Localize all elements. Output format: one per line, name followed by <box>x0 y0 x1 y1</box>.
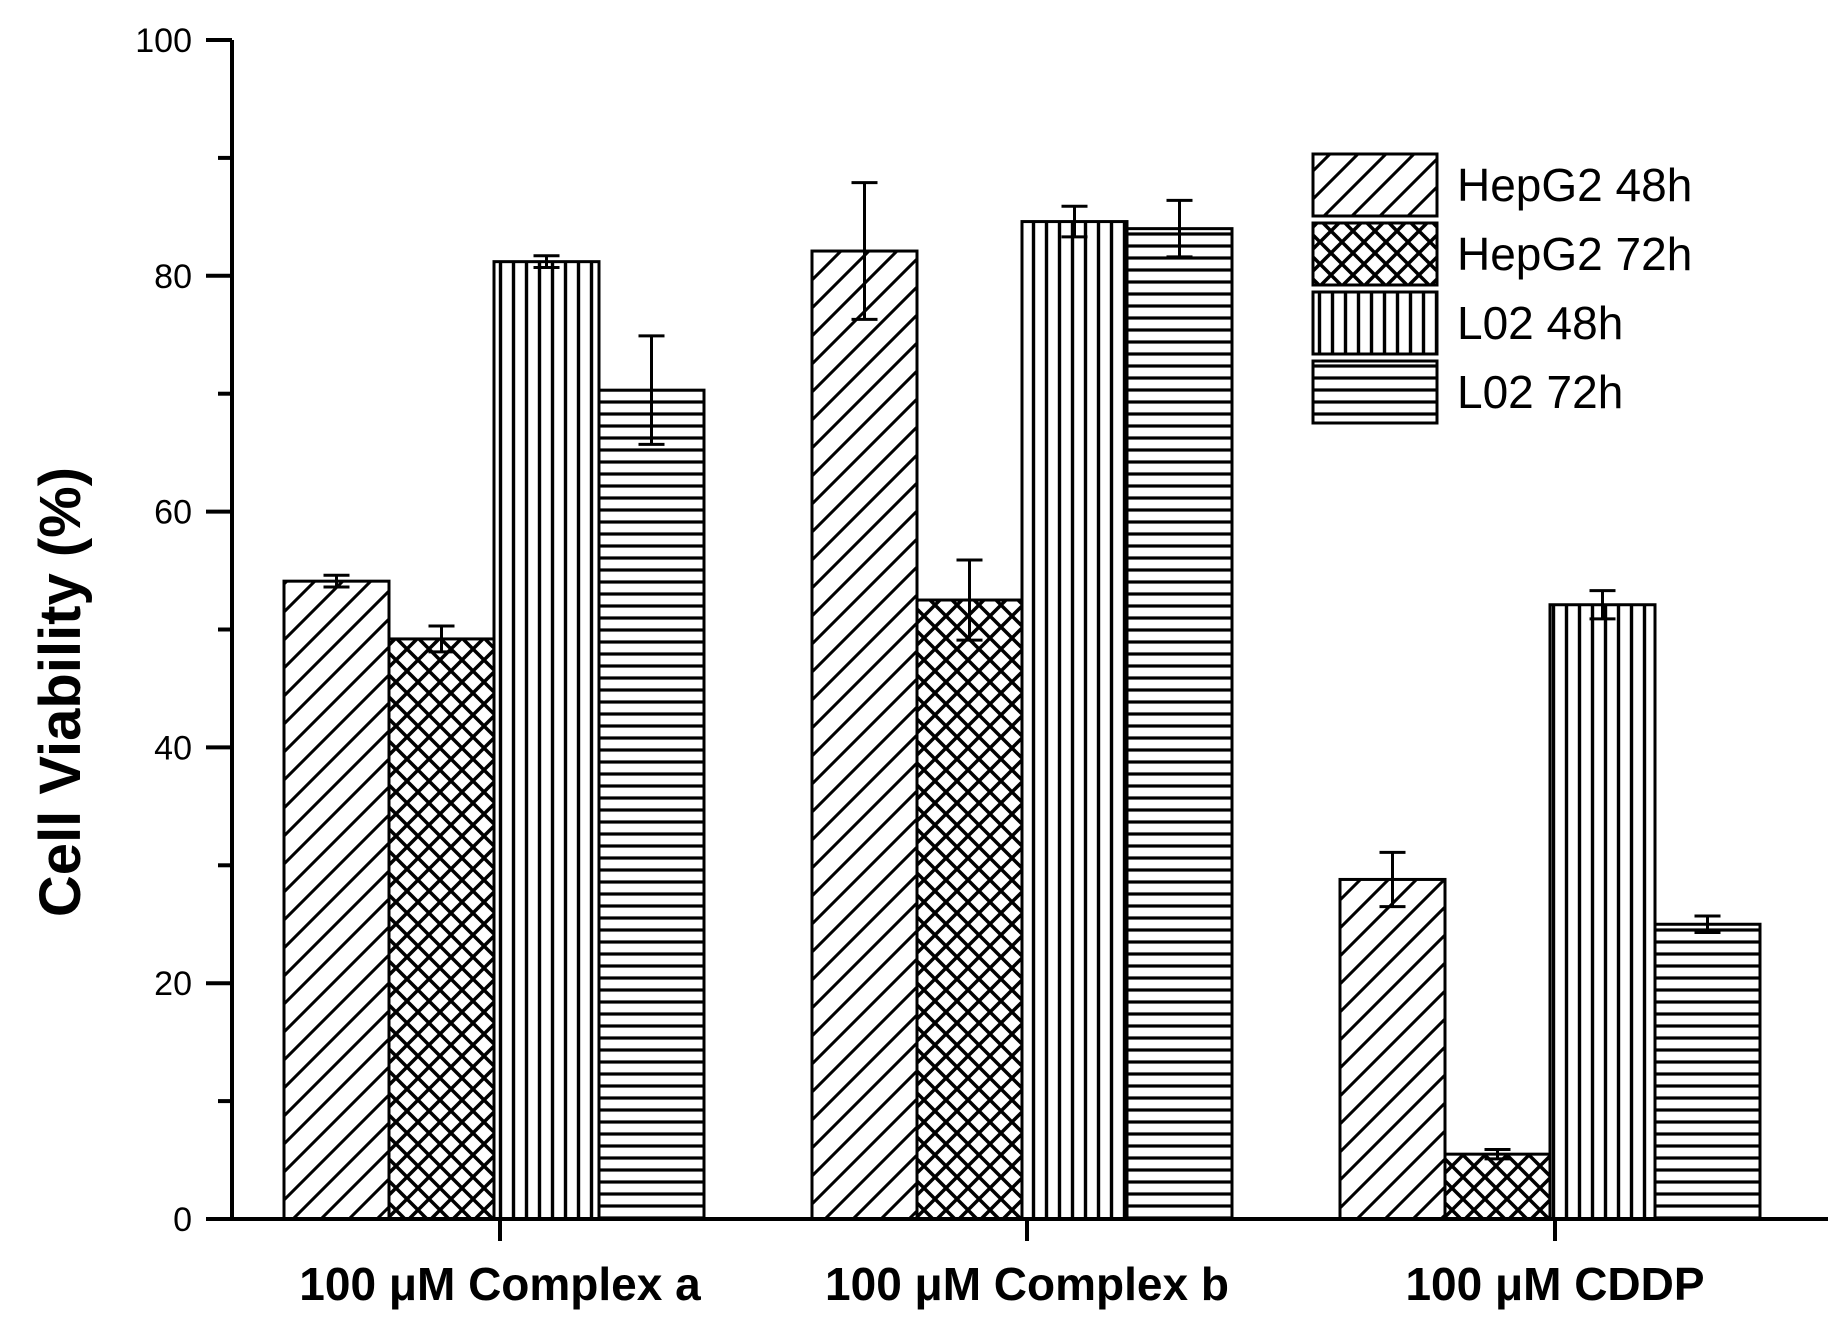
error-bar-hepg2-48h-cat-2 <box>851 181 878 321</box>
bar-hepg2-48h-cat-2 <box>810 249 919 1221</box>
y-tick-label: 40 <box>154 729 192 767</box>
bar-l02-48h-cat-2 <box>1020 220 1129 1221</box>
bar-l02-48h-cat-3 <box>1548 603 1657 1221</box>
error-bar-l02-48h-cat-1 <box>533 254 560 270</box>
legend-item-hepg2-72h: HepG2 72h <box>1311 221 1692 287</box>
bar-hepg2-72h-cat-3 <box>1443 1152 1552 1221</box>
legend-label: L02 48h <box>1457 297 1623 349</box>
y-tick-label: 20 <box>154 965 192 1003</box>
y-tick-label: 0 <box>173 1201 192 1239</box>
error-bar-hepg2-72h-cat-2 <box>956 558 983 642</box>
legend-item-l02-72h: L02 72h <box>1311 359 1623 425</box>
error-bar-l02-72h-cat-1 <box>638 334 665 446</box>
bar-l02-72h-cat-2 <box>1125 227 1234 1221</box>
bar-hepg2-48h-cat-1 <box>282 579 391 1221</box>
legend-label: HepG2 48h <box>1457 159 1692 211</box>
x-category-label: 100 μM Complex b <box>825 1258 1229 1310</box>
legend-swatch <box>1311 290 1439 356</box>
bar-hepg2-72h-cat-2 <box>915 598 1024 1221</box>
legend-swatch <box>1311 221 1439 287</box>
x-category-label: 100 μM Complex a <box>299 1258 701 1310</box>
legend-item-hepg2-48h: HepG2 48h <box>1311 152 1692 218</box>
bar-l02-48h-cat-1 <box>492 260 601 1221</box>
legend-swatch <box>1311 359 1439 425</box>
y-ticks: 0 20 40 60 80 100 <box>135 22 232 1239</box>
x-category-label: 100 μM CDDP <box>1405 1258 1704 1310</box>
error-bar-l02-72h-cat-2 <box>1166 198 1193 259</box>
bar-hepg2-72h-cat-1 <box>387 637 496 1221</box>
y-tick-label: 100 <box>135 22 192 60</box>
error-bar-l02-48h-cat-3 <box>1589 589 1616 621</box>
legend: HepG2 48h HepG2 72h L02 48h L02 72h <box>1311 152 1692 425</box>
error-bar-hepg2-72h-cat-1 <box>428 624 455 654</box>
bar-l02-72h-cat-3 <box>1653 922 1762 1221</box>
error-bar-hepg2-48h-cat-1 <box>323 573 350 589</box>
legend-item-l02-48h: L02 48h <box>1311 290 1623 356</box>
y-tick-label: 60 <box>154 494 192 532</box>
bar-l02-72h-cat-1 <box>597 388 706 1221</box>
bars-group <box>282 220 1762 1221</box>
legend-label: L02 72h <box>1457 366 1623 418</box>
legend-swatch <box>1311 152 1439 218</box>
bar-hepg2-48h-cat-3 <box>1338 877 1447 1221</box>
error-bar-hepg2-48h-cat-3 <box>1379 850 1406 909</box>
legend-label: HepG2 72h <box>1457 228 1692 280</box>
error-bar-l02-72h-cat-3 <box>1694 914 1721 935</box>
y-axis-title: Cell Viability (%) <box>28 467 93 917</box>
error-bar-l02-48h-cat-2 <box>1061 204 1088 239</box>
error-bar-hepg2-72h-cat-3 <box>1484 1147 1511 1161</box>
x-ticks: 100 μM Complex a 100 μM Complex b 100 μM C… <box>299 1219 1705 1310</box>
y-tick-label: 80 <box>154 258 192 296</box>
error-bars-group <box>323 181 1721 1161</box>
